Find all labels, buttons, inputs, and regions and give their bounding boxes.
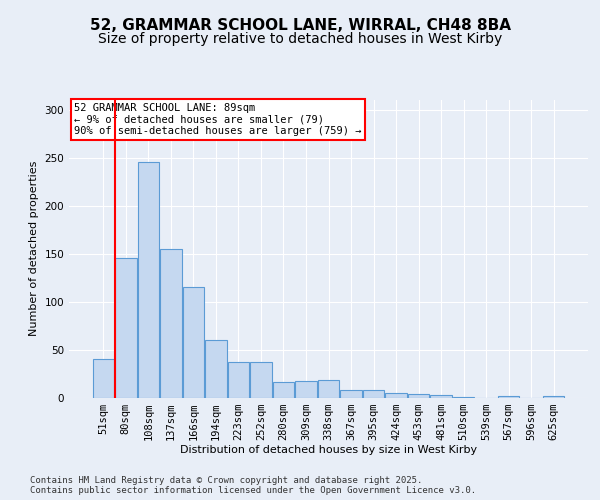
- Bar: [340, 390, 362, 398]
- X-axis label: Distribution of detached houses by size in West Kirby: Distribution of detached houses by size …: [180, 446, 477, 456]
- Bar: [408, 394, 429, 398]
- Bar: [498, 396, 520, 398]
- Bar: [160, 249, 182, 398]
- Bar: [228, 362, 249, 398]
- Bar: [295, 381, 317, 398]
- Bar: [250, 362, 272, 398]
- Bar: [363, 390, 384, 398]
- Text: Size of property relative to detached houses in West Kirby: Size of property relative to detached ho…: [98, 32, 502, 46]
- Bar: [453, 396, 475, 398]
- Bar: [205, 340, 227, 398]
- Bar: [182, 287, 204, 398]
- Text: 52, GRAMMAR SCHOOL LANE, WIRRAL, CH48 8BA: 52, GRAMMAR SCHOOL LANE, WIRRAL, CH48 8B…: [89, 18, 511, 32]
- Bar: [318, 380, 339, 398]
- Bar: [137, 162, 159, 398]
- Y-axis label: Number of detached properties: Number of detached properties: [29, 161, 39, 336]
- Text: 52 GRAMMAR SCHOOL LANE: 89sqm
← 9% of detached houses are smaller (79)
90% of se: 52 GRAMMAR SCHOOL LANE: 89sqm ← 9% of de…: [74, 103, 362, 136]
- Bar: [385, 392, 407, 398]
- Text: Contains HM Land Registry data © Crown copyright and database right 2025.
Contai: Contains HM Land Registry data © Crown c…: [30, 476, 476, 495]
- Bar: [543, 396, 565, 398]
- Bar: [92, 359, 114, 398]
- Bar: [430, 394, 452, 398]
- Bar: [115, 258, 137, 398]
- Bar: [273, 382, 294, 398]
